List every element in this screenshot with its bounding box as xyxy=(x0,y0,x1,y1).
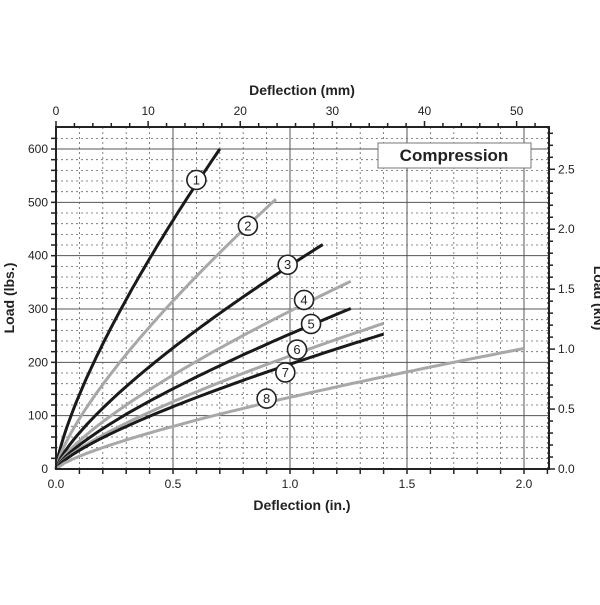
curve-label-circle xyxy=(256,388,277,409)
curve-label-circle xyxy=(275,362,296,383)
y-tick-label: 100 xyxy=(28,409,48,423)
y-tick-label: 300 xyxy=(28,302,48,316)
x-tick-label: 0.5 xyxy=(165,477,182,491)
curve-label-text: 5 xyxy=(307,316,314,331)
curve-label-1: 1 xyxy=(186,169,207,191)
y2-tick-label: 1.0 xyxy=(558,342,575,356)
chart-title: Compression xyxy=(400,146,509,165)
x2-tick-label: 50 xyxy=(510,104,524,118)
curve-6 xyxy=(54,321,385,470)
curve-label-text: 6 xyxy=(293,342,300,357)
curve-3 xyxy=(54,243,324,470)
x2-tick-label: 20 xyxy=(234,104,248,118)
axis-ticks: 0.0 0.5 1.0 1.5 2.0 0 100 200 300 400 500 600 0 10 20 3… xyxy=(28,104,575,491)
y2-tick-label: 0.0 xyxy=(558,462,575,476)
curve-1 xyxy=(54,148,222,470)
x-tick-label: 0.0 xyxy=(48,477,65,491)
x-tick-label: 1.5 xyxy=(399,477,416,491)
curve-label-text: 8 xyxy=(263,391,270,406)
curve-label-5: 5 xyxy=(300,313,322,335)
x2-tick-label: 10 xyxy=(141,104,155,118)
y-tick-label: 400 xyxy=(28,249,48,263)
y-tick-label: 500 xyxy=(28,195,48,209)
curve-label-circle xyxy=(237,215,259,237)
curve-label-circle xyxy=(186,169,207,191)
curve-label-circle xyxy=(300,313,322,335)
curve-label-3: 3 xyxy=(277,254,298,276)
curve-5 xyxy=(54,307,352,470)
curve-2 xyxy=(54,198,277,470)
curve-label-text: 1 xyxy=(193,172,200,187)
curve-label-text: 3 xyxy=(284,257,291,272)
y-axis-label: Load (lbs.) xyxy=(1,263,17,334)
curve-8 xyxy=(55,347,525,471)
x2-tick-label: 40 xyxy=(418,104,432,118)
curve-label-7: 7 xyxy=(275,362,296,383)
y2-tick-label: 2.0 xyxy=(558,222,575,236)
x-axis-label: Deflection (in.) xyxy=(253,497,350,513)
y2-tick-label: 1.5 xyxy=(558,282,575,296)
curve-label-text: 4 xyxy=(300,292,307,307)
y-tick-label: 0 xyxy=(41,462,48,476)
curve-label-text: 2 xyxy=(244,218,251,233)
curve-7 xyxy=(54,332,385,470)
curve-label-circle xyxy=(286,339,308,360)
legend-box: Compression xyxy=(377,142,532,169)
x2-axis-label: Deflection (mm) xyxy=(249,82,355,98)
y-tick-label: 600 xyxy=(28,142,48,156)
curve-label-6: 6 xyxy=(286,339,308,360)
x-tick-label: 1.0 xyxy=(282,477,299,491)
curve-label-4: 4 xyxy=(293,289,315,311)
curve-label-8: 8 xyxy=(256,388,277,409)
y2-tick-label: 2.5 xyxy=(558,162,575,176)
y2-axis-label: Load (kN) xyxy=(591,266,600,331)
x2-tick-label: 0 xyxy=(53,104,60,118)
curve-label-2: 2 xyxy=(237,215,259,237)
curve-label-circle xyxy=(277,254,298,276)
y2-tick-label: 0.5 xyxy=(558,402,575,416)
curve-label-text: 7 xyxy=(282,365,289,380)
x-tick-label: 2.0 xyxy=(516,477,533,491)
x2-tick-label: 30 xyxy=(326,104,340,118)
y-tick-label: 200 xyxy=(28,355,48,369)
curve-label-circle xyxy=(293,289,315,311)
